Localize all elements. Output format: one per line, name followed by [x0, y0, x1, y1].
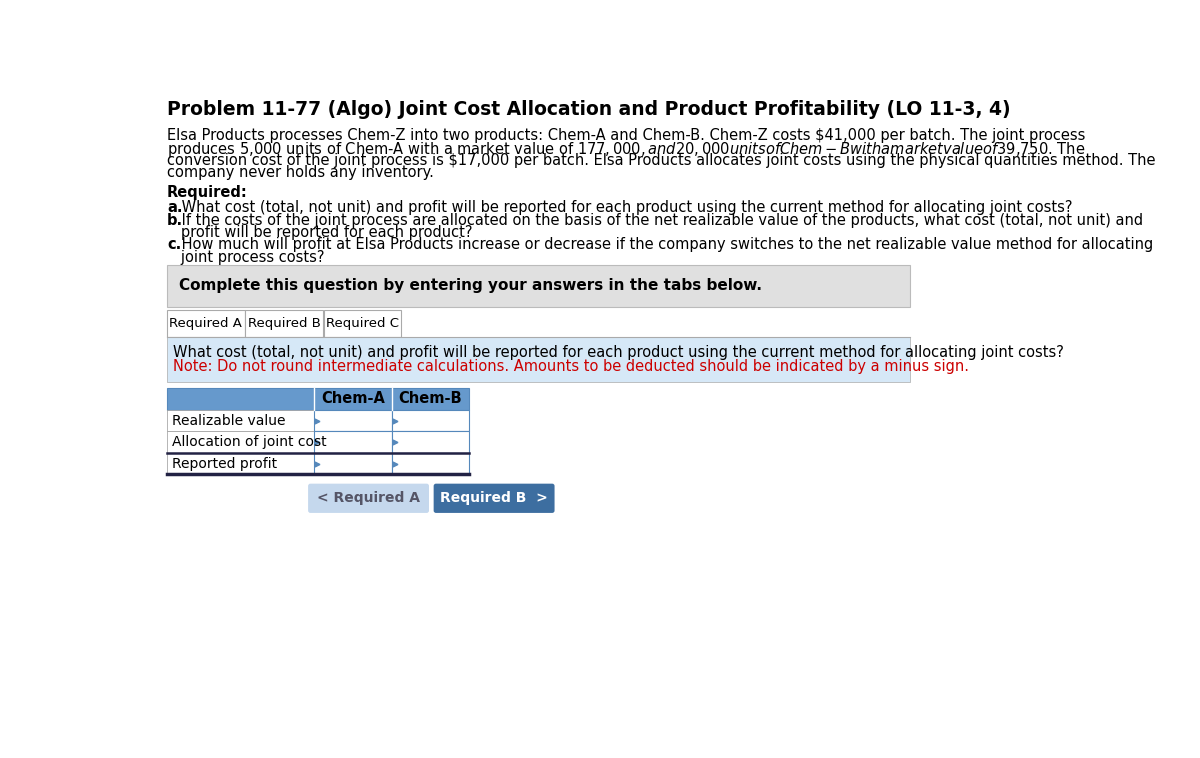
Text: < Required A: < Required A — [317, 491, 420, 506]
FancyBboxPatch shape — [433, 484, 554, 513]
Text: Complete this question by entering your answers in the tabs below.: Complete this question by entering your … — [180, 278, 762, 293]
Text: joint process costs?: joint process costs? — [167, 249, 324, 265]
Text: Required C: Required C — [326, 318, 398, 330]
Bar — [314, 431, 391, 453]
Bar — [391, 431, 469, 453]
Text: Required B: Required B — [247, 318, 320, 330]
Bar — [245, 311, 323, 337]
Text: What cost (total, not unit) and profit will be reported for each product using t: What cost (total, not unit) and profit w… — [178, 200, 1073, 215]
Text: conversion cost of the joint process is $17,000 per batch. Elsa Products allocat: conversion cost of the joint process is … — [167, 152, 1156, 168]
Text: profit will be reported for each product?: profit will be reported for each product… — [167, 225, 473, 240]
Text: How much will profit at Elsa Products increase or decrease if the company switch: How much will profit at Elsa Products in… — [178, 237, 1153, 252]
Text: Elsa Products processes Chem-Z into two products: Chem-A and Chem-B. Chem-Z cost: Elsa Products processes Chem-Z into two … — [167, 128, 1086, 143]
Bar — [324, 311, 401, 337]
Bar — [167, 431, 314, 453]
Bar — [167, 453, 314, 475]
Bar — [391, 453, 469, 475]
Text: Realizable value: Realizable value — [172, 414, 286, 428]
Bar — [314, 410, 391, 431]
Text: Required A: Required A — [169, 318, 242, 330]
Text: Chem-A: Chem-A — [322, 391, 385, 406]
Text: a.: a. — [167, 200, 182, 215]
Bar — [167, 265, 910, 307]
Text: produces 5,000 units of Chem-A with a market value of $177,000, and 20,000 units: produces 5,000 units of Chem-A with a ma… — [167, 140, 1086, 159]
Text: Allocation of joint cost: Allocation of joint cost — [172, 435, 326, 449]
Text: Reported profit: Reported profit — [172, 456, 277, 471]
FancyBboxPatch shape — [308, 484, 430, 513]
Text: If the costs of the joint process are allocated on the basis of the net realizab: If the costs of the joint process are al… — [178, 213, 1144, 227]
Text: Note: Do not round intermediate calculations. Amounts to be deducted should be i: Note: Do not round intermediate calculat… — [173, 359, 970, 374]
Bar — [391, 410, 469, 431]
Bar — [314, 453, 391, 475]
Text: c.: c. — [167, 237, 181, 252]
Bar — [167, 311, 245, 337]
Text: Chem-B: Chem-B — [398, 391, 462, 406]
Bar — [167, 337, 910, 382]
Text: Required:: Required: — [167, 185, 248, 200]
Text: Problem 11-77 (Algo) Joint Cost Allocation and Product Profitability (LO 11-3, 4: Problem 11-77 (Algo) Joint Cost Allocati… — [167, 100, 1010, 119]
Text: What cost (total, not unit) and profit will be reported for each product using t: What cost (total, not unit) and profit w… — [173, 345, 1064, 360]
Text: b.: b. — [167, 213, 184, 227]
Bar — [167, 388, 469, 410]
Text: company never holds any inventory.: company never holds any inventory. — [167, 165, 434, 180]
Text: Required B  >: Required B > — [440, 491, 548, 506]
Bar — [167, 410, 314, 431]
